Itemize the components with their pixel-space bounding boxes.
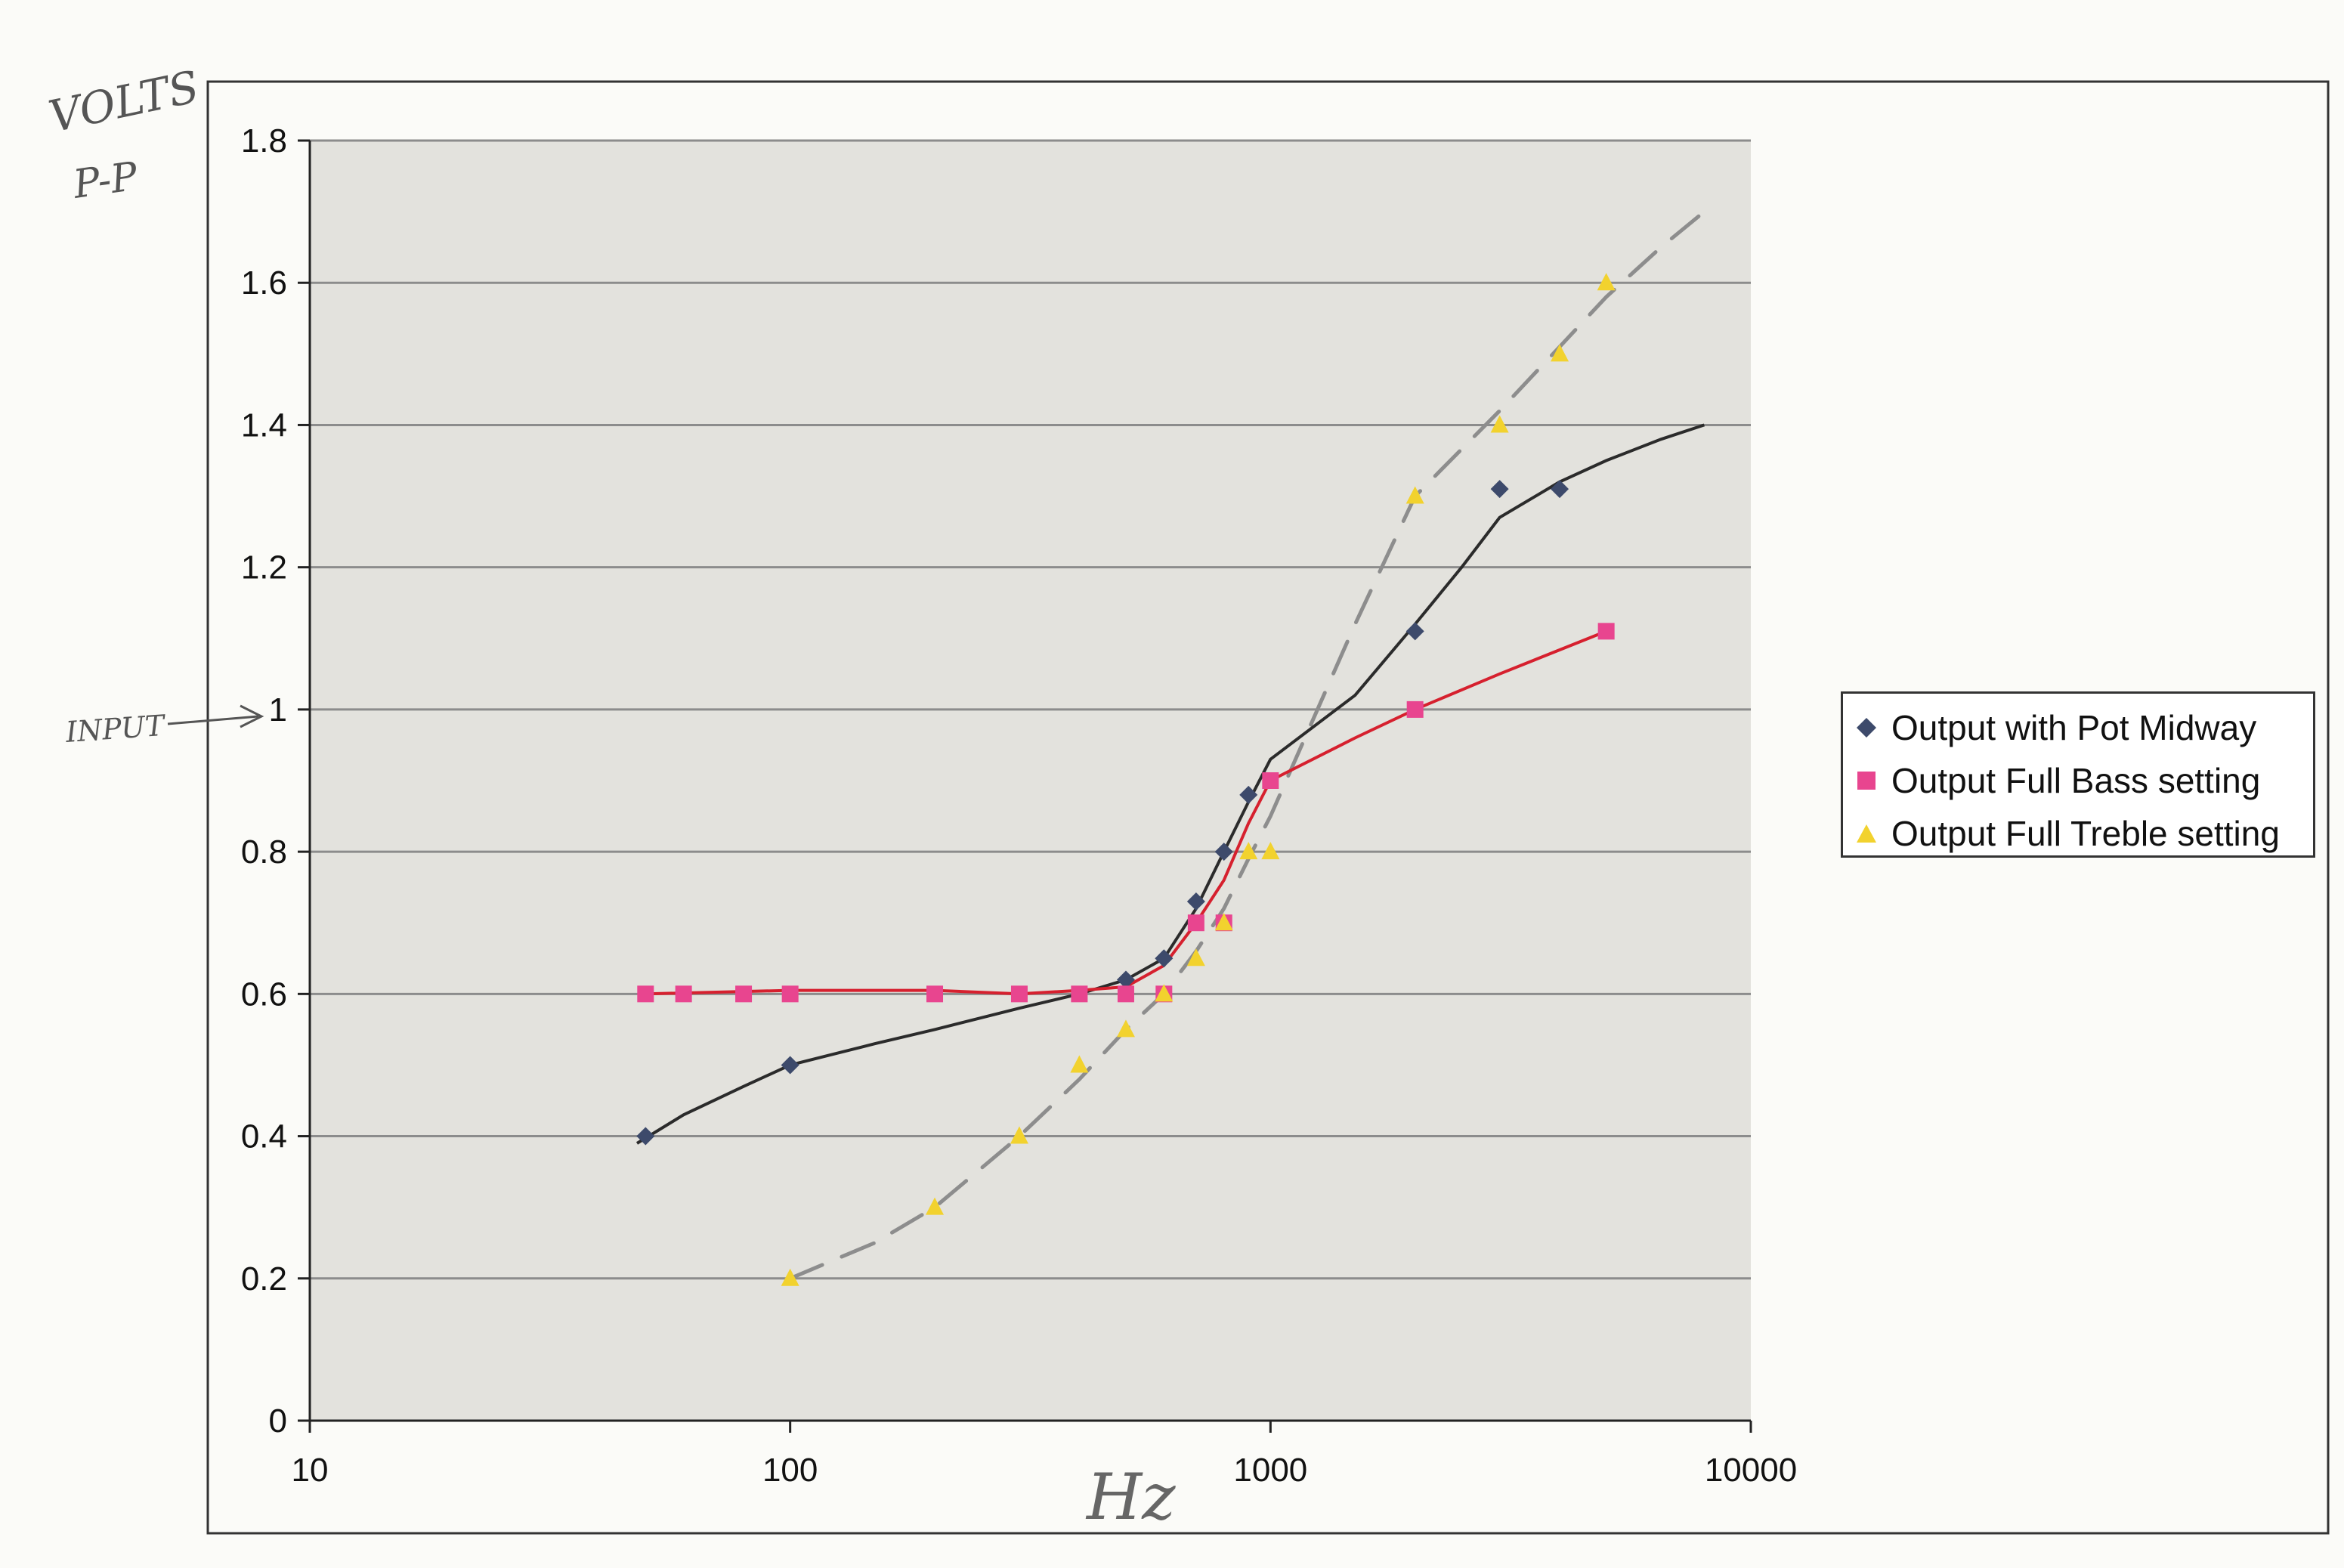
data-point-bass bbox=[1010, 985, 1028, 1003]
x-axis-ticks: 10 100 1000 10000 bbox=[292, 1419, 1797, 1489]
data-point-midway bbox=[1155, 949, 1174, 968]
legend-item-treble: Output Full Treble setting bbox=[1854, 807, 2302, 860]
data-point-midway bbox=[1490, 480, 1509, 499]
plot-area bbox=[310, 141, 1751, 1421]
y-tick-label: 1.6 bbox=[241, 264, 287, 302]
data-point-bass bbox=[1187, 914, 1204, 932]
data-point-midway bbox=[1239, 785, 1258, 804]
y-tick-label: 0 bbox=[269, 1403, 287, 1440]
data-point-treble bbox=[1490, 415, 1509, 433]
data-point-bass bbox=[675, 985, 692, 1003]
y-axis-ticks: 0 0.2 0.4 0.6 0.8 1 1.2 1.4 1.6 1.8 bbox=[241, 122, 311, 1440]
data-point-treble bbox=[1116, 1019, 1135, 1038]
data-point-treble bbox=[1070, 1055, 1089, 1073]
data-point-treble bbox=[1405, 486, 1424, 504]
data-point-treble bbox=[1155, 984, 1174, 1002]
legend-item-midway: Output with Pot Midway bbox=[1854, 701, 2302, 754]
data-point-midway bbox=[636, 1127, 655, 1146]
data-points bbox=[636, 273, 1616, 1286]
legend-item-bass: Output Full Bass setting bbox=[1854, 754, 2302, 807]
y-tick-label: 1.8 bbox=[241, 122, 287, 159]
data-point-midway bbox=[1551, 480, 1569, 499]
data-point-bass bbox=[1406, 700, 1424, 718]
data-point-treble bbox=[1551, 344, 1569, 362]
data-point-bass bbox=[735, 985, 753, 1003]
data-point-treble bbox=[926, 1197, 945, 1215]
y-tick-label: 0.2 bbox=[241, 1260, 287, 1297]
data-point-treble bbox=[781, 1268, 799, 1286]
triangle-marker-icon bbox=[1857, 824, 1876, 843]
legend: Output with Pot Midway Output Full Bass … bbox=[1841, 691, 2315, 858]
x-tick-label: 10000 bbox=[1705, 1452, 1797, 1489]
data-point-bass bbox=[926, 985, 944, 1003]
data-point-midway bbox=[781, 1056, 799, 1075]
x-tick-label: 100 bbox=[762, 1452, 818, 1489]
legend-label-midway: Output with Pot Midway bbox=[1891, 708, 2257, 747]
x-tick-label: 1000 bbox=[1233, 1452, 1307, 1489]
data-point-midway bbox=[1116, 970, 1135, 989]
diamond-marker-icon bbox=[1857, 718, 1876, 738]
data-point-treble bbox=[1597, 273, 1616, 291]
y-tick-label: 0.4 bbox=[241, 1118, 287, 1155]
y-tick-label: 1.4 bbox=[241, 407, 287, 444]
square-marker-icon bbox=[1857, 772, 1876, 790]
data-point-treble bbox=[1239, 842, 1258, 860]
x-axis-note: Hz bbox=[1085, 1460, 1176, 1534]
y-tick-label: 0.6 bbox=[241, 976, 287, 1013]
trendline-midway bbox=[635, 423, 1705, 1145]
data-point-midway bbox=[1214, 843, 1233, 861]
trendline-treble bbox=[788, 209, 1706, 1281]
input-arrow bbox=[167, 715, 259, 725]
x-tick-label: 10 bbox=[292, 1452, 329, 1489]
legend-label-treble: Output Full Treble setting bbox=[1891, 814, 2280, 853]
y-axis-note-line1: VOLTS bbox=[45, 60, 203, 142]
data-point-bass bbox=[1071, 985, 1088, 1003]
y-tick-label: 1.2 bbox=[241, 549, 287, 586]
data-point-bass bbox=[637, 985, 654, 1003]
data-point-treble bbox=[1214, 913, 1233, 931]
data-point-midway bbox=[1186, 892, 1205, 911]
legend-label-bass: Output Full Bass setting bbox=[1891, 761, 2261, 800]
data-point-bass bbox=[781, 985, 799, 1003]
data-point-bass bbox=[1117, 985, 1134, 1003]
data-point-treble bbox=[1010, 1126, 1028, 1144]
data-point-treble bbox=[1186, 948, 1205, 966]
input-arrowhead bbox=[240, 704, 264, 728]
data-point-treble bbox=[1261, 842, 1280, 860]
input-note: INPUT bbox=[64, 709, 168, 749]
y-axis-note-line2: P-P bbox=[70, 154, 141, 208]
y-tick-label: 1 bbox=[269, 691, 287, 728]
data-point-midway bbox=[1405, 622, 1424, 641]
y-tick-label: 0.8 bbox=[241, 833, 287, 871]
data-point-bass bbox=[1262, 772, 1279, 789]
data-point-bass bbox=[1597, 623, 1615, 640]
